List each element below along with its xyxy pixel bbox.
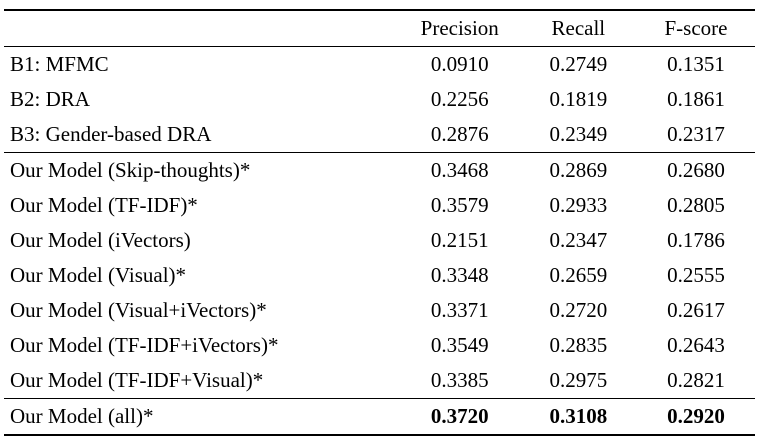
model-name-cell: B1: MFMC [10, 51, 109, 76]
fscore-cell: 0.1861 [667, 86, 725, 111]
table-row: Our Model (iVectors) 0.2151 0.2347 0.178… [4, 223, 755, 258]
table-header-row: Precision Recall F-score [4, 10, 755, 47]
model-name-cell: B3: Gender-based DRA [10, 121, 212, 146]
table-row: Our Model (TF-IDF+iVectors)* 0.3549 0.28… [4, 328, 755, 363]
precision-cell: 0.3348 [430, 262, 489, 287]
precision-cell: 0.3468 [430, 157, 489, 182]
fscore-cell: 0.2821 [667, 367, 725, 392]
precision-cell: 0.2151 [430, 227, 489, 252]
recall-cell: 0.3108 [549, 403, 608, 428]
fscore-cell: 0.2920 [667, 403, 725, 428]
model-name-cell: Our Model (iVectors) [10, 227, 191, 252]
table-row: Our Model (Visual+iVectors)* 0.3371 0.27… [4, 293, 755, 328]
table-row: Our Model (Skip-thoughts)* 0.3468 0.2869… [4, 152, 755, 187]
precision-cell: 0.0910 [430, 51, 489, 76]
fscore-cell: 0.2617 [667, 297, 725, 322]
table-row: Our Model (TF-IDF+Visual)* 0.3385 0.2975… [4, 363, 755, 399]
fscore-cell: 0.2643 [667, 332, 725, 357]
precision-cell: 0.3371 [430, 297, 489, 322]
recall-cell: 0.2975 [549, 367, 608, 392]
column-header-model [4, 10, 400, 46]
model-name-cell: Our Model (Visual)* [10, 262, 187, 287]
table-row: B3: Gender-based DRA 0.2876 0.2349 0.231… [4, 117, 755, 153]
recall-cell: 0.2349 [549, 121, 608, 146]
precision-cell: 0.3385 [430, 367, 489, 392]
precision-cell: 0.3720 [430, 403, 489, 428]
model-name-cell: Our Model (all)* [10, 403, 154, 428]
table-row-best-model: Our Model (all)* 0.3720 0.3108 0.2920 [4, 398, 755, 434]
fscore-cell: 0.2317 [667, 121, 725, 146]
model-name-cell: B2: DRA [10, 86, 90, 111]
precision-cell: 0.3579 [430, 192, 489, 217]
recall-cell: 0.1819 [549, 86, 608, 111]
fscore-cell: 0.1786 [667, 227, 725, 252]
recall-cell: 0.2933 [549, 192, 608, 217]
model-name-cell: Our Model (TF-IDF+iVectors)* [10, 332, 279, 357]
fscore-cell: 0.1351 [667, 51, 725, 76]
column-header-fscore: F-score [664, 16, 728, 40]
precision-cell: 0.3549 [430, 332, 489, 357]
table-row: Our Model (TF-IDF)* 0.3579 0.2933 0.2805 [4, 188, 755, 223]
recall-cell: 0.2749 [549, 51, 608, 76]
recall-cell: 0.2659 [549, 262, 608, 287]
table-row: Our Model (Visual)* 0.3348 0.2659 0.2555 [4, 258, 755, 293]
column-header-recall: Recall [551, 16, 606, 40]
fscore-cell: 0.2555 [667, 262, 725, 287]
fscore-cell: 0.2805 [667, 192, 725, 217]
model-name-cell: Our Model (TF-IDF+Visual)* [10, 367, 264, 392]
column-header-precision: Precision [420, 16, 499, 40]
table-row: B2: DRA 0.2256 0.1819 0.1861 [4, 82, 755, 117]
model-name-cell: Our Model (Skip-thoughts)* [10, 157, 251, 182]
recall-cell: 0.2347 [549, 227, 608, 252]
table-row: B1: MFMC 0.0910 0.2749 0.1351 [4, 46, 755, 81]
fscore-cell: 0.2680 [667, 157, 725, 182]
precision-cell: 0.2876 [430, 121, 489, 146]
model-name-cell: Our Model (TF-IDF)* [10, 192, 198, 217]
results-table: Precision Recall F-score B1: MFMC 0.0910… [4, 9, 755, 436]
recall-cell: 0.2869 [549, 157, 608, 182]
recall-cell: 0.2835 [549, 332, 608, 357]
precision-cell: 0.2256 [430, 86, 489, 111]
model-name-cell: Our Model (Visual+iVectors)* [10, 297, 267, 322]
recall-cell: 0.2720 [549, 297, 608, 322]
